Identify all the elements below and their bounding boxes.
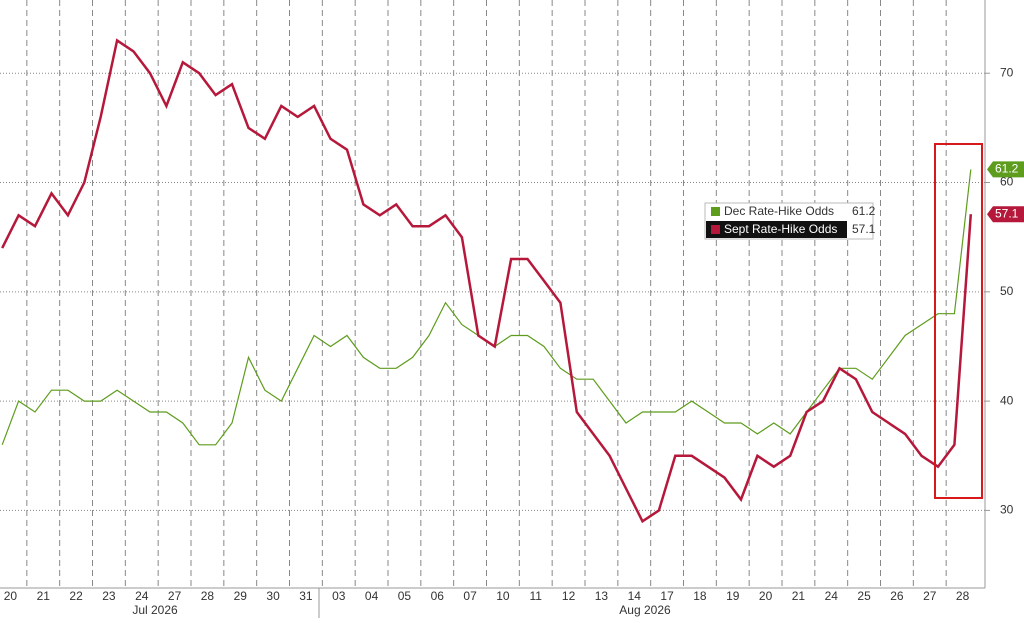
last-value-tag bbox=[987, 161, 1024, 178]
y-tick-label: 70 bbox=[1000, 65, 1014, 79]
legend-value: 61.2 bbox=[852, 204, 876, 218]
x-tick-label: 21 bbox=[792, 589, 806, 603]
month-label: Jul 2026 bbox=[132, 603, 178, 617]
x-tick-label: 10 bbox=[496, 589, 510, 603]
x-tick-label: 25 bbox=[857, 589, 871, 603]
series-line bbox=[1, 38, 973, 524]
legend-highlight bbox=[706, 221, 847, 238]
x-tick-label: 14 bbox=[628, 589, 642, 603]
grid bbox=[0, 0, 985, 588]
x-tick-label: 20 bbox=[759, 589, 773, 603]
legend-swatch bbox=[711, 207, 720, 216]
x-tick-label: 27 bbox=[168, 589, 182, 603]
plot-area bbox=[1, 38, 973, 524]
x-tick-label: 23 bbox=[102, 589, 116, 603]
x-tick-label: 04 bbox=[365, 589, 379, 603]
x-tick-label: 31 bbox=[299, 589, 313, 603]
x-tick-label: 03 bbox=[332, 589, 346, 603]
legend-label: Sept Rate-Hike Odds bbox=[724, 222, 837, 236]
x-tick-label: 30 bbox=[266, 589, 280, 603]
x-tick-label: 07 bbox=[463, 589, 477, 603]
x-tick-label: 20 bbox=[4, 589, 18, 603]
x-tick-label: 13 bbox=[595, 589, 609, 603]
x-tick-label: 27 bbox=[923, 589, 937, 603]
y-tick-label: 40 bbox=[1000, 393, 1014, 407]
y-tick-label: 60 bbox=[1000, 175, 1014, 189]
x-tick-label: 12 bbox=[562, 589, 576, 603]
y-tick-label: 50 bbox=[1000, 284, 1014, 298]
x-tick-label: 24 bbox=[135, 589, 149, 603]
x-tick-label: 18 bbox=[693, 589, 707, 603]
legend-swatch bbox=[711, 225, 720, 234]
last-value-label: 61.2 bbox=[995, 162, 1019, 176]
highlight-box bbox=[934, 143, 983, 499]
x-tick-label: 19 bbox=[726, 589, 740, 603]
x-tick-label: 28 bbox=[201, 589, 215, 603]
x-tick-label: 28 bbox=[956, 589, 970, 603]
legend-label: Dec Rate-Hike Odds bbox=[724, 204, 834, 218]
month-label: Aug 2026 bbox=[619, 603, 671, 617]
last-value-tag bbox=[987, 206, 1024, 223]
legend-value: 57.1 bbox=[852, 222, 876, 236]
legend: Dec Rate-Hike Odds Sept Rate-Hike Odds 6… bbox=[704, 202, 876, 240]
x-tick-label: 29 bbox=[234, 589, 248, 603]
y-tick-label: 30 bbox=[1000, 503, 1014, 517]
x-tick-label: 06 bbox=[431, 589, 445, 603]
x-tick-label: 24 bbox=[825, 589, 839, 603]
x-tick-label: 21 bbox=[37, 589, 51, 603]
x-tick-label: 17 bbox=[660, 589, 674, 603]
last-value-label: 57.1 bbox=[995, 206, 1019, 220]
x-tick-label: 26 bbox=[890, 589, 904, 603]
x-tick-label: 22 bbox=[69, 589, 83, 603]
x-tick-label: 11 bbox=[530, 589, 543, 603]
x-tick-label: 05 bbox=[398, 589, 412, 603]
